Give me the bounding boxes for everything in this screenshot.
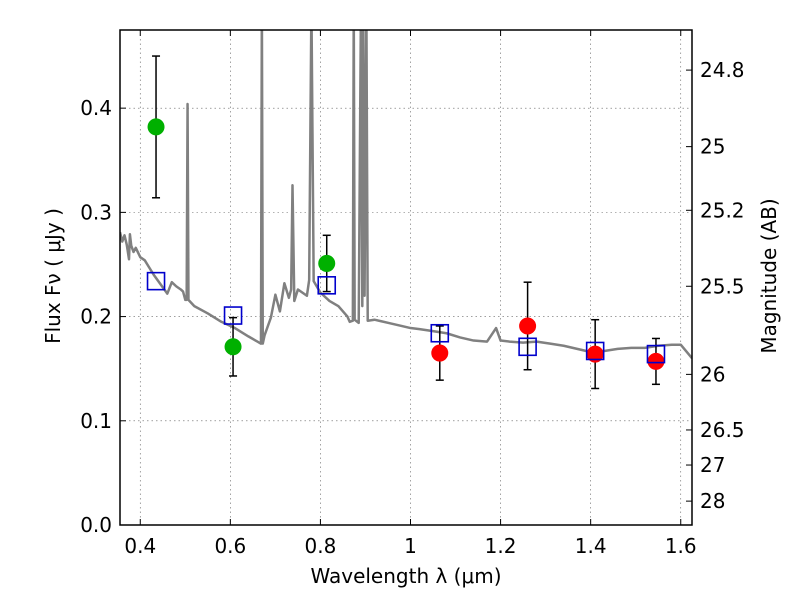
model-flux-square	[585, 341, 605, 361]
series-0	[147, 55, 336, 377]
y2-tick-label: 28	[700, 489, 725, 513]
data-point	[647, 352, 665, 370]
x-tick-label: 1	[404, 534, 417, 558]
data-point	[147, 118, 165, 136]
data-series	[146, 55, 666, 390]
y-tick-label: 0.2	[80, 305, 112, 329]
series-2	[146, 271, 666, 364]
y2-tick-label: 27	[700, 453, 725, 477]
axis-ticks: 0.4 0.6 0.8 1 1.2 1.4 1.6 0.0 0.1 0.2 0.3 0.4 24.8 25…	[80, 30, 745, 558]
x-tick-label: 0.6	[214, 534, 246, 558]
x-axis-label: Wavelength λ (μm)	[310, 564, 501, 588]
x-tick-label: 0.4	[124, 534, 156, 558]
y-tick-label: 0.4	[80, 96, 112, 120]
y-axis-label: Flux Fν ( μJy )	[41, 208, 65, 344]
x-tick-label: 1.6	[665, 534, 697, 558]
y-tick-label: 0.0	[80, 513, 112, 537]
grid	[120, 30, 692, 526]
data-point	[224, 338, 242, 356]
plot-frame	[119, 29, 693, 526]
model-flux-square	[317, 276, 337, 295]
y2-tick-label: 25.5	[700, 274, 745, 298]
x-tick-label: 0.8	[305, 534, 337, 558]
y2-tick-label: 26	[700, 362, 725, 386]
x-tick-label: 1.4	[575, 534, 607, 558]
data-point	[519, 317, 537, 335]
data-point	[318, 254, 336, 272]
y-tick-label: 0.1	[80, 409, 112, 433]
y2-tick-label: 25.2	[700, 198, 745, 222]
x-tick-label: 1.2	[485, 534, 517, 558]
model-flux-square	[223, 306, 243, 325]
model-spectrum-line	[120, 30, 692, 360]
data-point	[431, 344, 449, 362]
model-flux-square	[430, 323, 450, 343]
y2-tick-label: 24.8	[700, 58, 745, 82]
series-1	[431, 281, 665, 390]
model-spectrum	[120, 30, 692, 360]
y2-axis-label: Magnitude (AB)	[757, 198, 781, 353]
y2-tick-label: 26.5	[700, 418, 745, 442]
y2-tick-label: 25	[700, 135, 725, 159]
model-flux-square	[646, 344, 666, 364]
model-flux-square	[146, 271, 166, 291]
model-flux-square	[518, 337, 537, 357]
y-tick-label: 0.3	[80, 200, 112, 224]
